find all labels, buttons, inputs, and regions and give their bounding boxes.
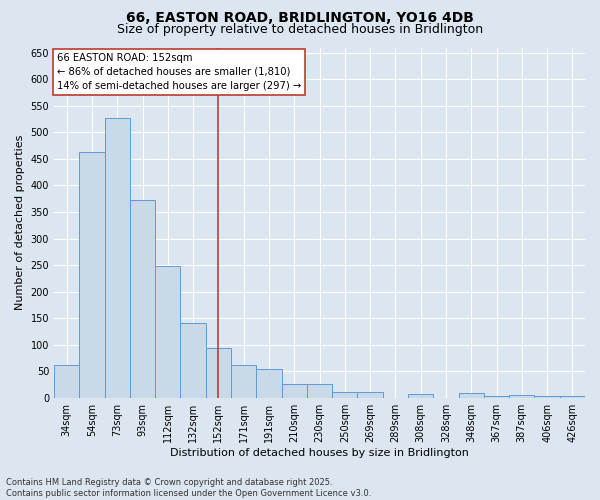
Bar	[408, 394, 433, 398]
Bar	[458, 394, 484, 398]
Bar	[79, 152, 104, 398]
Bar	[358, 392, 383, 398]
Bar	[155, 266, 181, 398]
Bar	[231, 365, 256, 398]
Bar	[256, 368, 281, 398]
Bar	[281, 384, 307, 398]
Bar	[181, 323, 206, 398]
Bar	[54, 365, 79, 398]
Bar	[332, 392, 358, 398]
Y-axis label: Number of detached properties: Number of detached properties	[15, 135, 25, 310]
Bar	[130, 200, 155, 398]
Bar	[509, 395, 535, 398]
Bar	[560, 396, 585, 398]
Text: Contains HM Land Registry data © Crown copyright and database right 2025.
Contai: Contains HM Land Registry data © Crown c…	[6, 478, 371, 498]
X-axis label: Distribution of detached houses by size in Bridlington: Distribution of detached houses by size …	[170, 448, 469, 458]
Text: 66 EASTON ROAD: 152sqm
← 86% of detached houses are smaller (1,810)
14% of semi-: 66 EASTON ROAD: 152sqm ← 86% of detached…	[56, 53, 301, 91]
Bar	[535, 396, 560, 398]
Bar	[307, 384, 332, 398]
Text: Size of property relative to detached houses in Bridlington: Size of property relative to detached ho…	[117, 22, 483, 36]
Bar	[206, 348, 231, 398]
Text: 66, EASTON ROAD, BRIDLINGTON, YO16 4DB: 66, EASTON ROAD, BRIDLINGTON, YO16 4DB	[126, 11, 474, 25]
Bar	[484, 396, 509, 398]
Bar	[104, 118, 130, 398]
